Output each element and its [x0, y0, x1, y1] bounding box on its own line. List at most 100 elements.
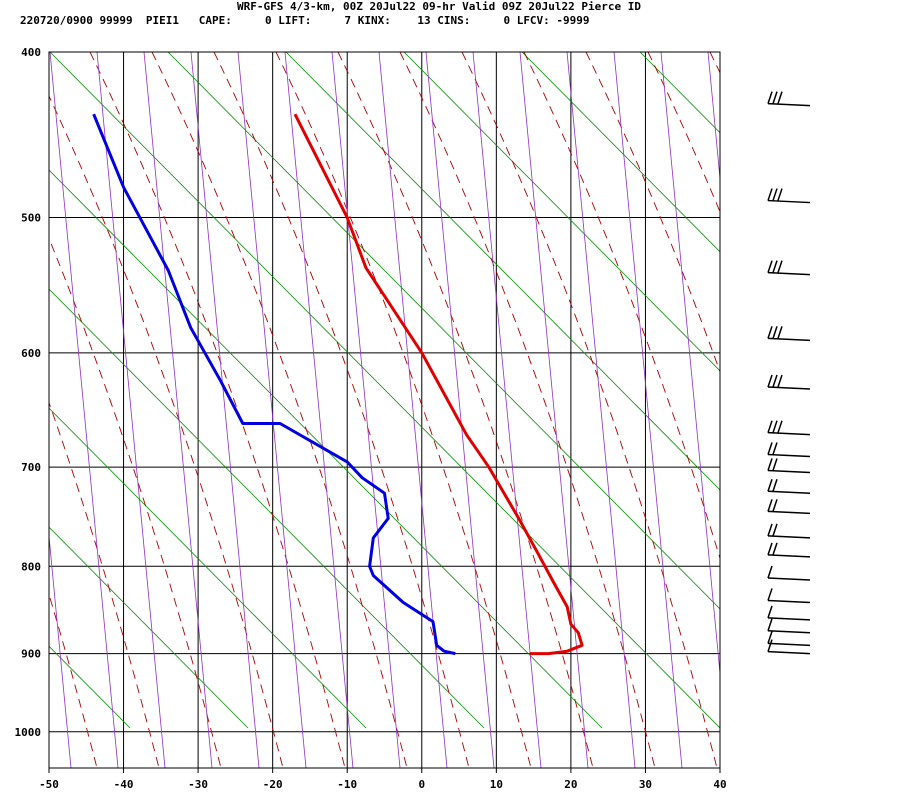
- wind-barb-feather: [767, 631, 773, 644]
- wind-barb-feather: [767, 260, 773, 273]
- y-tick-label: 1000: [15, 726, 42, 739]
- plot-border: [48, 51, 721, 769]
- wind-barb-feather: [777, 260, 783, 273]
- dry-adiabat: [49, 52, 720, 729]
- dry-adiabat: [758, 52, 900, 728]
- wind-barb-staff: [767, 629, 811, 634]
- wind-barb-feather: [772, 260, 778, 273]
- wind-barb: [767, 260, 811, 276]
- temperature-trace: [293, 113, 584, 656]
- dry-adiabat: [0, 52, 12, 728]
- dry-adiabat: [49, 288, 485, 729]
- wind-barb-staff: [767, 510, 811, 515]
- wind-barb-staff: [767, 337, 811, 342]
- x-tick-label: -10: [337, 778, 357, 791]
- wind-barb-feather: [767, 523, 773, 537]
- x-tick-label: -30: [188, 778, 208, 791]
- mixing-ratio-line: [755, 52, 823, 768]
- wind-barb: [767, 631, 811, 647]
- moist-adiabat: [49, 95, 284, 768]
- mixing-ratio-line: [519, 52, 589, 768]
- x-tick-label: -20: [263, 778, 283, 791]
- wind-barb-feather: [767, 618, 773, 631]
- dry-adiabat: [403, 52, 720, 372]
- dry-adiabat: [49, 407, 367, 729]
- x-tick-label: 40: [713, 778, 726, 791]
- mixing-ratio-line: [660, 52, 720, 678]
- wind-barb-staff: [767, 490, 811, 494]
- moist-adiabat: [834, 52, 900, 768]
- thermo-background-lines: [0, 52, 900, 768]
- mixing-ratio-line: [237, 52, 307, 768]
- dry-adiabat: [49, 526, 249, 729]
- wind-barb: [767, 91, 811, 107]
- wind-barb-feather: [767, 188, 773, 201]
- moist-adiabat: [523, 52, 720, 560]
- wind-barb-feather: [772, 442, 778, 455]
- wind-barb-feather: [767, 478, 773, 492]
- wind-barb-feather: [777, 420, 783, 433]
- mixing-ratio-line: [96, 52, 166, 768]
- mixing-ratio-line: [143, 52, 213, 768]
- wind-barb: [767, 420, 811, 436]
- mixing-ratio-line: [190, 52, 260, 768]
- wind-barb-feather: [767, 326, 773, 339]
- wind-barb-feather: [772, 188, 778, 201]
- moist-adiabat: [461, 52, 718, 768]
- wind-barb-staff: [767, 453, 811, 458]
- moist-adiabat: [49, 237, 222, 768]
- x-tick-label: 0: [418, 778, 425, 791]
- moist-adiabat: [337, 52, 594, 768]
- wind-barb-staff: [767, 431, 811, 436]
- x-tick-label: 10: [490, 778, 503, 791]
- moist-adiabat: [896, 52, 900, 768]
- mixing-ratio-line: [378, 52, 448, 768]
- x-tick-label: 20: [564, 778, 577, 791]
- dry-adiabat: [167, 52, 720, 610]
- wind-barb-staff: [767, 102, 811, 107]
- wind-barb: [767, 523, 811, 539]
- mixing-ratio-line: [425, 52, 495, 768]
- moist-adiabat: [709, 52, 720, 74]
- wind-barb-staff: [767, 554, 811, 558]
- wind-barb-feather: [772, 374, 778, 388]
- mixing-ratio-line: [472, 52, 542, 768]
- wind-barb-feather: [767, 588, 773, 601]
- wind-barb: [767, 326, 811, 342]
- wind-barb: [767, 588, 811, 604]
- moist-adiabat: [772, 52, 900, 768]
- moist-adiabat: [151, 52, 408, 768]
- wind-barb-staff: [767, 535, 811, 539]
- y-tick-label: 800: [21, 560, 41, 573]
- wind-barb-feather: [767, 442, 773, 455]
- dry-adiabat: [521, 52, 720, 253]
- wind-barb-feather: [772, 499, 778, 512]
- wind-barb: [767, 605, 811, 621]
- moist-adiabat: [647, 52, 720, 213]
- sounding-traces: [92, 113, 584, 656]
- mixing-ratio-line: [566, 52, 636, 768]
- wind-barb-staff: [767, 642, 811, 647]
- wind-barb-feather: [767, 420, 773, 433]
- wind-barb: [767, 442, 811, 458]
- wind-barb-feather: [772, 523, 778, 537]
- wind-barb: [767, 374, 811, 390]
- chart-title: WRF-GFS 4/3-km, 00Z 20Jul22 09-hr Valid …: [237, 0, 641, 13]
- wind-barb-staff: [767, 617, 811, 621]
- wind-barb-feather: [767, 565, 773, 579]
- wind-barb: [767, 618, 811, 634]
- wind-barb-feather: [772, 458, 778, 471]
- wind-barb-staff: [767, 650, 811, 655]
- wind-barb: [767, 499, 811, 515]
- wind-barb: [767, 478, 811, 494]
- wind-barb-feather: [772, 420, 778, 433]
- y-tick-label: 600: [21, 347, 41, 360]
- wind-barb-staff: [767, 386, 811, 390]
- wind-barb-feather: [767, 605, 773, 619]
- mixing-ratio-line: [49, 532, 72, 768]
- wind-barb-staff: [767, 199, 811, 204]
- dry-adiabat: [876, 52, 900, 728]
- wind-barb-staff: [767, 577, 811, 581]
- plot-frame: [48, 51, 721, 769]
